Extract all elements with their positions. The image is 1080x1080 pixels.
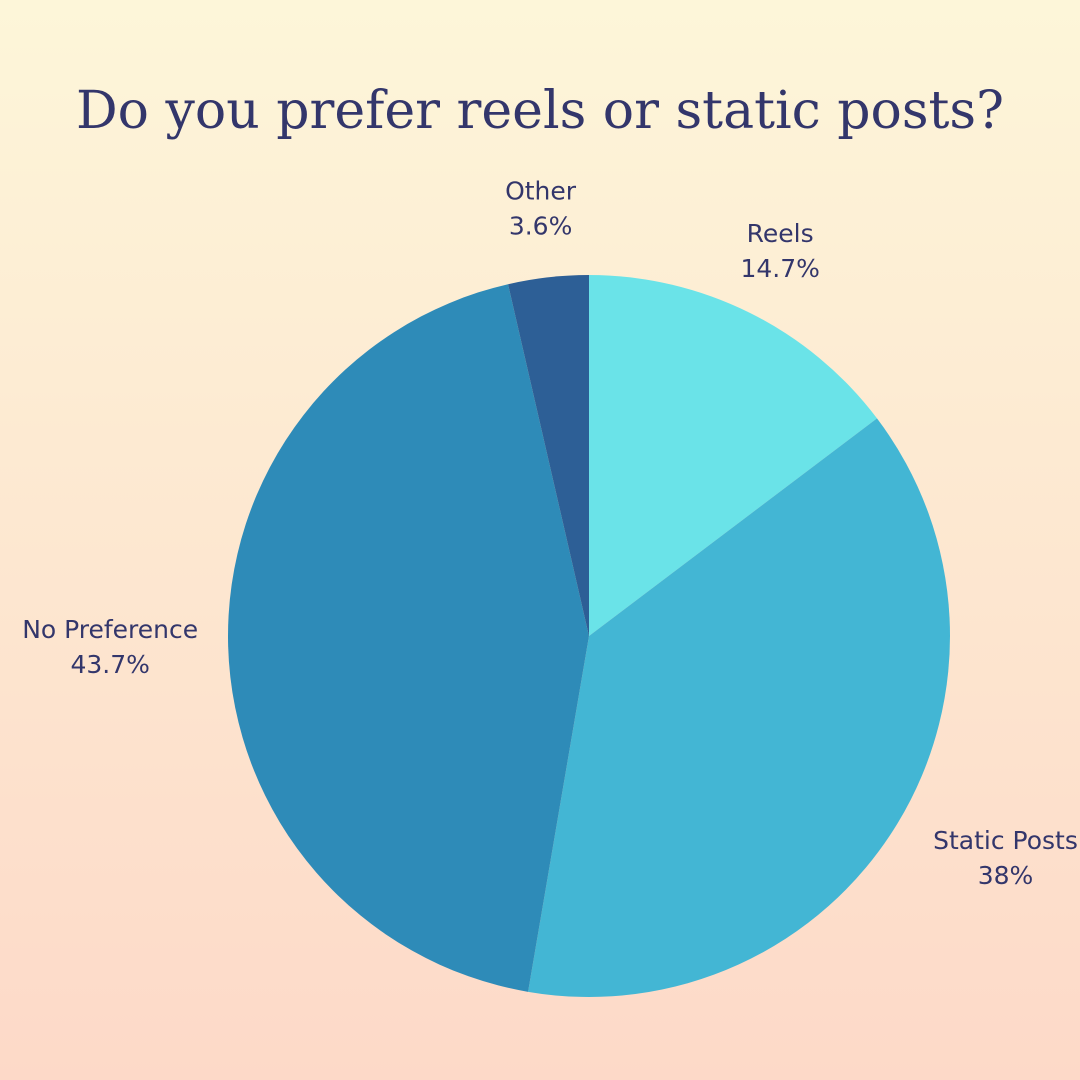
slice-value-label: 38% bbox=[978, 861, 1034, 890]
slice-label: Other bbox=[505, 177, 577, 206]
slice-value-label: 14.7% bbox=[740, 254, 819, 283]
pie-slice bbox=[228, 284, 589, 992]
slice-label: Reels bbox=[747, 219, 814, 248]
pie-slice bbox=[528, 418, 950, 998]
slice-label: No Preference bbox=[22, 615, 198, 644]
pie-slice bbox=[508, 275, 589, 636]
slice-value-label: 43.7% bbox=[70, 650, 149, 679]
pie-slice bbox=[589, 275, 878, 636]
slice-label: Static Posts bbox=[933, 826, 1078, 855]
slice-value-label: 3.6% bbox=[509, 212, 573, 241]
chart-title: Do you prefer reels or static posts? bbox=[76, 81, 1004, 141]
